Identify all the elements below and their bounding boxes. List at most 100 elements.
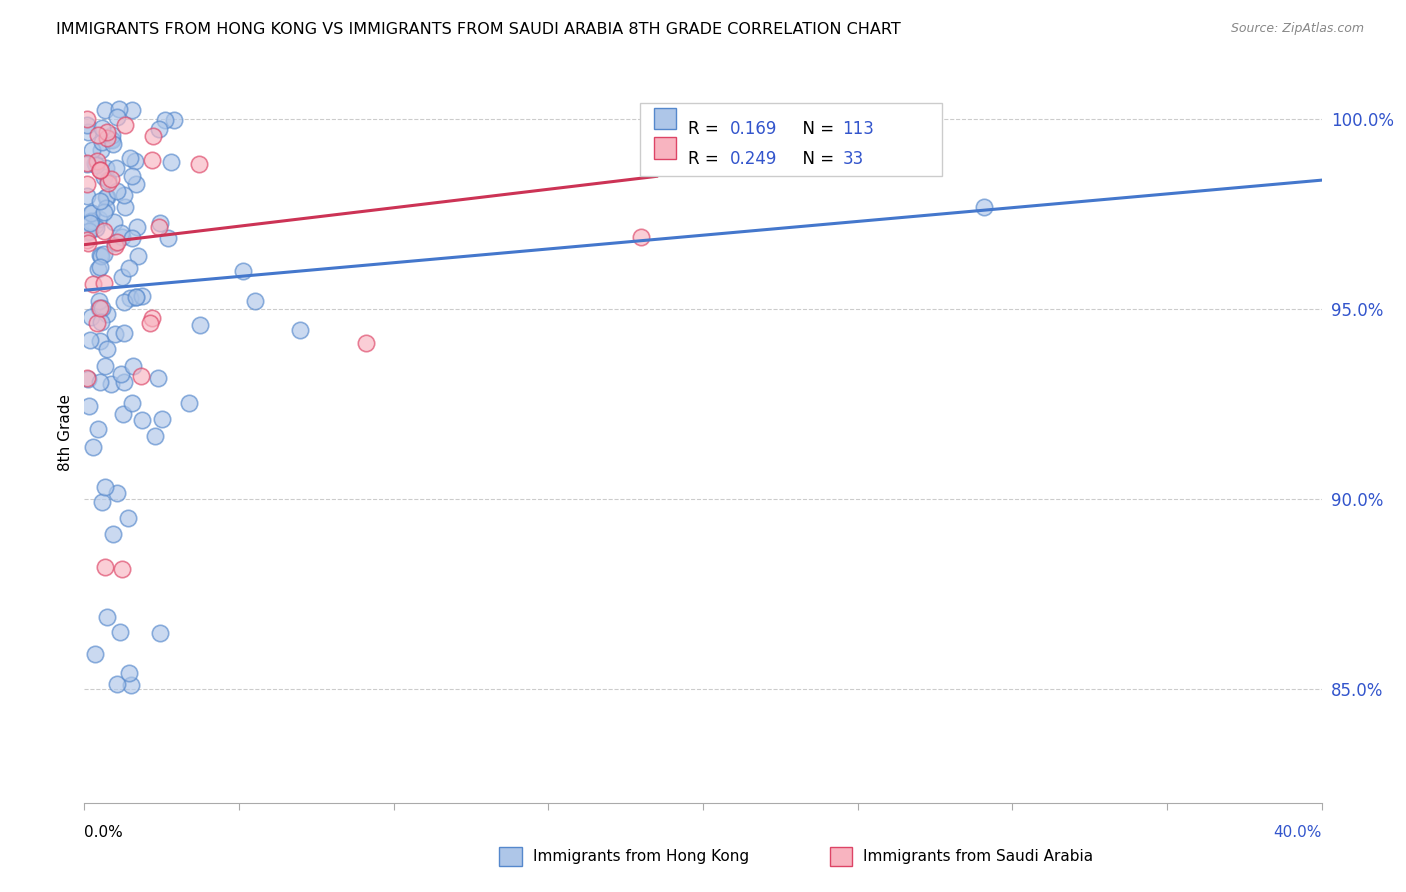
Point	[96, 342, 118, 356]
Text: Source: ZipAtlas.com: Source: ZipAtlas.com	[1230, 22, 1364, 36]
Point	[100, 132, 122, 146]
Point	[148, 220, 170, 235]
Point	[105, 110, 128, 124]
Point	[103, 214, 125, 228]
Point	[94, 480, 117, 494]
Point	[114, 326, 136, 340]
Point	[76, 112, 98, 127]
Point	[100, 377, 122, 392]
Point	[108, 624, 131, 639]
Point	[139, 317, 162, 331]
Point	[125, 177, 148, 191]
Point	[124, 153, 146, 168]
Point	[87, 128, 110, 143]
Point	[120, 151, 142, 165]
Point	[141, 311, 163, 326]
Point	[97, 172, 120, 186]
Point	[89, 376, 111, 390]
Text: Immigrants from Saudi Arabia: Immigrants from Saudi Arabia	[863, 849, 1094, 863]
Point	[149, 626, 172, 640]
Point	[149, 216, 172, 230]
Point	[76, 125, 98, 139]
Text: 113: 113	[842, 120, 875, 138]
Point	[163, 113, 186, 128]
Point	[86, 316, 108, 330]
Point	[111, 407, 134, 421]
Point	[105, 161, 128, 175]
Point	[120, 678, 142, 692]
Point	[114, 119, 136, 133]
Point	[96, 189, 118, 203]
Text: 40.0%: 40.0%	[1274, 825, 1322, 840]
Point	[110, 226, 132, 240]
Text: 0.169: 0.169	[730, 120, 778, 138]
Point	[101, 137, 124, 152]
Point	[96, 130, 118, 145]
Point	[86, 153, 108, 168]
Point	[76, 178, 98, 192]
Point	[104, 236, 127, 251]
Point	[82, 440, 104, 454]
Point	[104, 239, 127, 253]
Point	[80, 310, 103, 324]
Point	[160, 155, 183, 169]
Point	[121, 169, 143, 183]
Point	[79, 216, 101, 230]
Point	[90, 249, 112, 263]
Text: 0.0%: 0.0%	[84, 825, 124, 840]
Point	[89, 260, 111, 275]
Point	[121, 231, 143, 245]
Point	[122, 359, 145, 373]
Point	[77, 372, 100, 386]
Point	[177, 396, 200, 410]
Point	[188, 157, 211, 171]
Point	[76, 371, 98, 385]
Point	[354, 336, 377, 351]
Point	[77, 224, 100, 238]
Point	[110, 367, 132, 381]
Point	[105, 677, 128, 691]
Point	[117, 665, 139, 680]
Point	[111, 270, 134, 285]
Point	[105, 235, 128, 249]
Point	[89, 212, 111, 227]
Point	[131, 412, 153, 426]
Point	[97, 176, 120, 190]
Point	[101, 128, 124, 143]
Point	[155, 112, 177, 127]
Point	[131, 289, 153, 303]
Point	[76, 235, 98, 250]
Point	[125, 220, 148, 235]
Point	[148, 371, 170, 385]
Point	[89, 162, 111, 177]
Point	[77, 225, 100, 239]
Point	[232, 264, 254, 278]
Point	[121, 103, 143, 117]
Point	[84, 220, 107, 235]
Y-axis label: 8th Grade: 8th Grade	[58, 394, 73, 471]
Point	[118, 291, 141, 305]
Point	[89, 301, 111, 316]
Point	[80, 214, 103, 228]
Point	[107, 103, 129, 117]
Point	[973, 200, 995, 214]
Text: 33: 33	[842, 150, 863, 168]
Point	[79, 333, 101, 347]
Point	[243, 294, 266, 309]
Point	[150, 411, 173, 425]
Point	[90, 315, 112, 329]
Point	[76, 156, 98, 170]
Point	[157, 231, 180, 245]
Point	[84, 647, 107, 661]
Point	[142, 128, 165, 143]
Point	[148, 122, 170, 136]
Point	[76, 157, 98, 171]
Point	[82, 277, 104, 291]
Point	[96, 161, 118, 175]
Point	[94, 103, 117, 117]
Point	[129, 369, 152, 384]
Point	[112, 187, 135, 202]
Point	[90, 143, 112, 157]
Point	[84, 158, 107, 172]
Point	[94, 359, 117, 373]
